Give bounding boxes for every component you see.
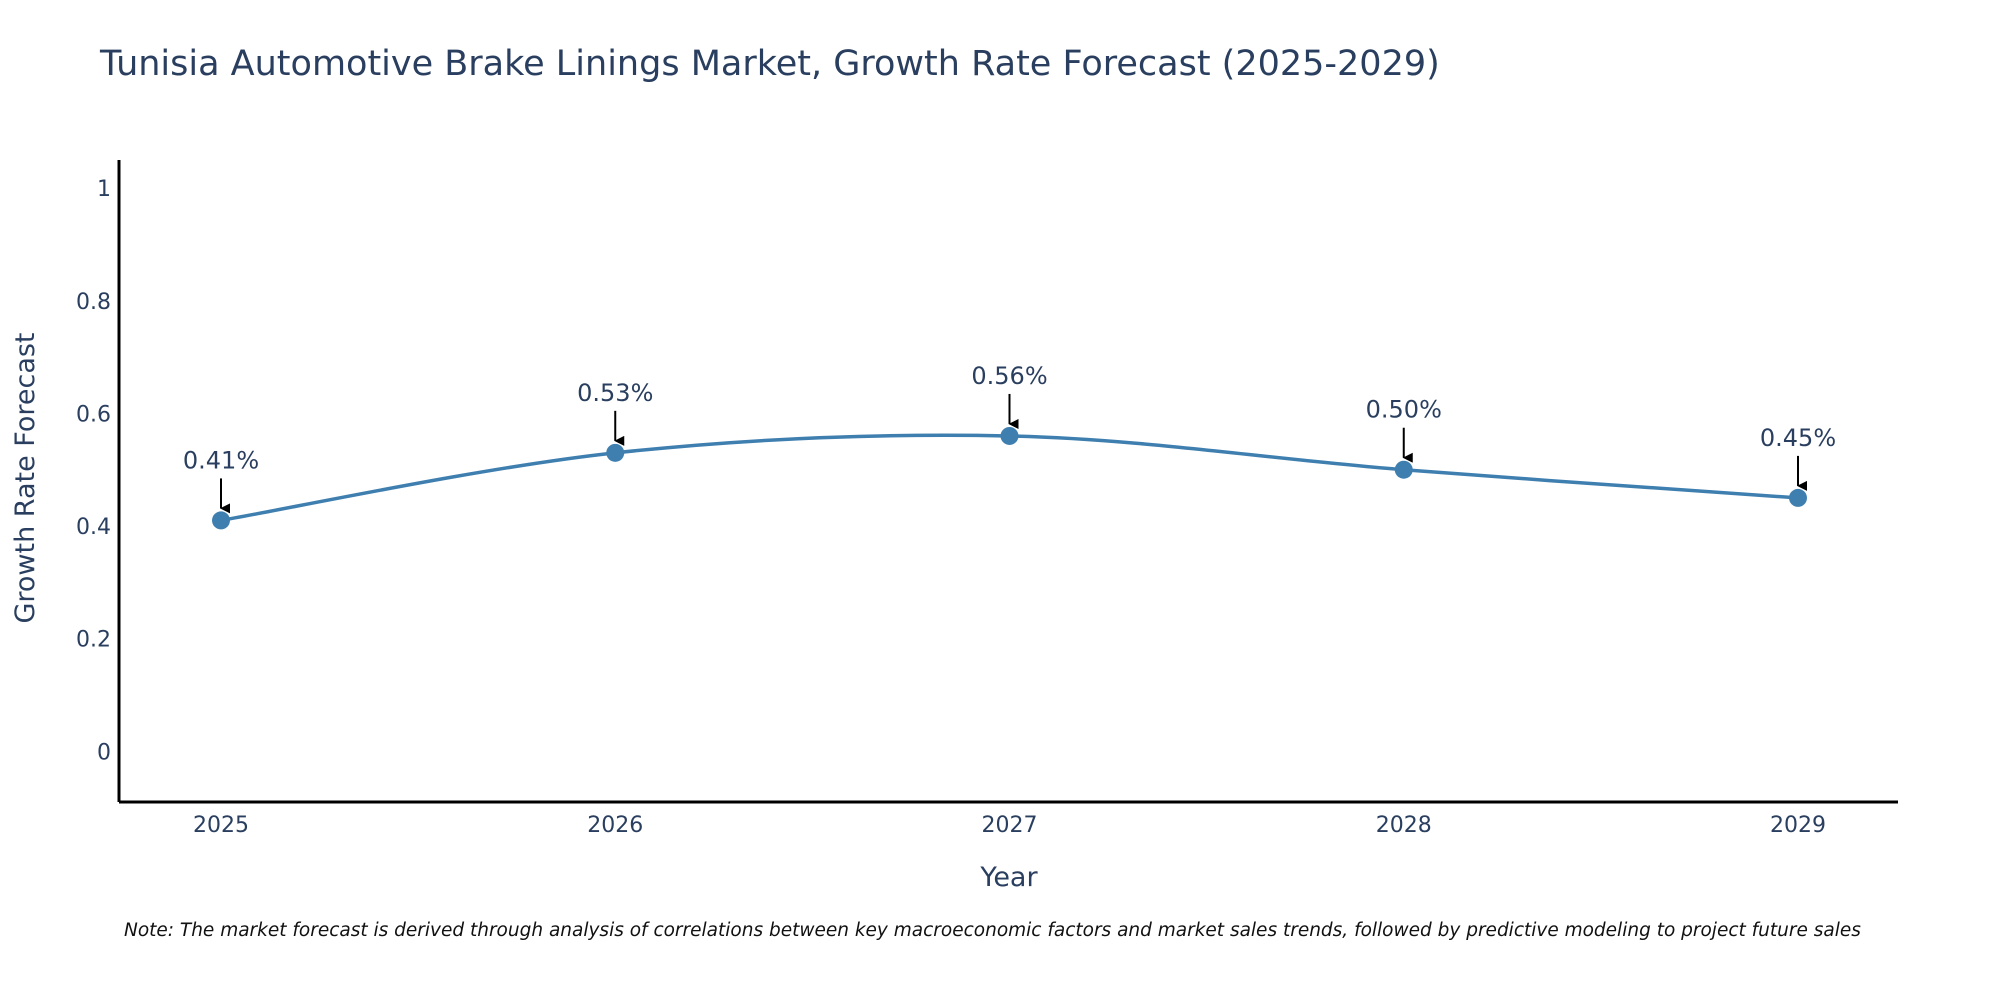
y-tick-label: 0 xyxy=(97,740,111,765)
data-label: 0.41% xyxy=(183,446,259,474)
series-line-path xyxy=(220,433,1799,523)
data-point xyxy=(1394,460,1413,479)
y-tick-label: 0.6 xyxy=(76,402,111,427)
axes: 0 0.2 0.4 0.6 0.8 1 2025 2026 2027 2028 2029 xyxy=(76,160,1898,838)
y-tick-label: 0.8 xyxy=(76,290,111,315)
chart-title: Tunisia Automotive Brake Linings Market,… xyxy=(100,44,1440,84)
annotations: 0.41% 0.53% 0.56% 0.50% 0.45% xyxy=(183,362,1836,514)
data-point xyxy=(212,511,230,530)
data-label: 0.53% xyxy=(577,379,653,407)
data-point xyxy=(1789,488,1807,507)
y-axis-title: Growth Rate Forecast xyxy=(10,332,41,623)
footnote: Note: The market forecast is derived thr… xyxy=(124,920,1861,941)
data-label: 0.50% xyxy=(1366,396,1442,424)
x-tick-label: 2028 xyxy=(1376,813,1432,838)
x-tick-label: 2027 xyxy=(982,813,1038,838)
series-line xyxy=(212,426,1807,530)
x-tick-label: 2029 xyxy=(1770,813,1826,838)
data-point xyxy=(1000,426,1019,445)
y-tick-label: 0.4 xyxy=(76,515,111,540)
data-point xyxy=(606,443,625,462)
x-tick-label: 2025 xyxy=(193,813,249,838)
y-tick-label: 1 xyxy=(97,177,111,202)
data-label: 0.56% xyxy=(971,362,1047,390)
x-tick-label: 2026 xyxy=(587,813,643,838)
y-tick-label: 0.2 xyxy=(76,628,111,653)
data-label: 0.45% xyxy=(1760,424,1836,452)
x-axis-title: Year xyxy=(979,862,1038,893)
